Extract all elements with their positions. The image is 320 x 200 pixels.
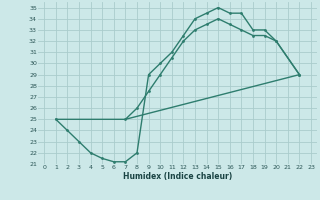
X-axis label: Humidex (Indice chaleur): Humidex (Indice chaleur) [123, 172, 232, 181]
